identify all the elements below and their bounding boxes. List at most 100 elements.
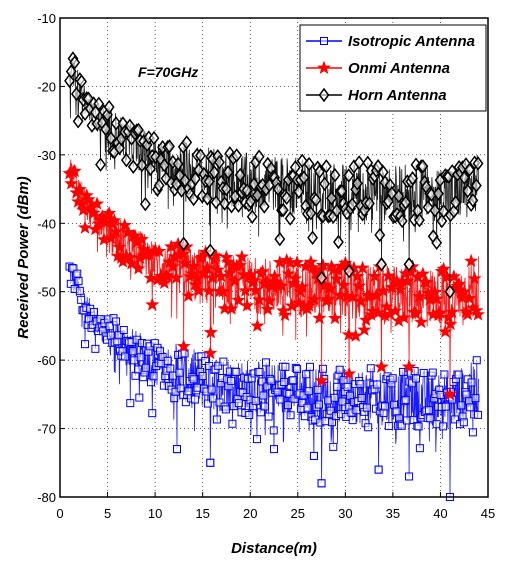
- data-point: [64, 176, 79, 190]
- data-point: [336, 183, 348, 199]
- data-point: [459, 418, 468, 427]
- dip-point: [176, 339, 191, 353]
- data-point: [357, 322, 372, 336]
- data-point: [255, 367, 264, 376]
- data-point: [356, 380, 365, 389]
- y-tick-label: -40: [37, 216, 56, 231]
- data-point: [303, 254, 318, 269]
- data-point: [227, 376, 236, 385]
- data-point: [175, 368, 184, 377]
- data-point: [78, 220, 93, 234]
- data-point: [112, 317, 121, 326]
- data-point: [400, 274, 415, 288]
- data-point: [120, 152, 132, 168]
- data-point: [471, 394, 480, 403]
- data-point: [293, 184, 305, 199]
- data-point: [348, 416, 357, 425]
- data-point: [392, 407, 401, 416]
- data-point: [315, 258, 330, 272]
- x-tick-label: 35: [386, 506, 400, 521]
- data-point: [329, 167, 341, 183]
- data-point: [362, 403, 371, 412]
- x-tick-label: 5: [104, 506, 111, 521]
- x-tick-label: 20: [243, 506, 257, 521]
- data-point: [189, 375, 198, 384]
- data-point: [157, 275, 172, 289]
- data-point: [414, 212, 425, 228]
- data-point: [402, 416, 411, 425]
- data-point: [281, 190, 293, 206]
- data-point: [352, 406, 361, 415]
- data-point: [329, 271, 344, 285]
- data-point: [172, 156, 184, 172]
- data-point: [445, 304, 460, 319]
- data-point: [90, 196, 105, 210]
- data-point: [163, 356, 172, 365]
- data-point: [135, 393, 144, 402]
- data-point: [75, 286, 84, 295]
- data-point: [295, 279, 310, 293]
- data-point: [110, 116, 122, 131]
- data-point: [170, 176, 182, 192]
- data-point: [245, 410, 254, 419]
- data-point: [414, 422, 423, 431]
- data-point: [471, 307, 486, 321]
- y-tick-label: -20: [37, 79, 56, 94]
- data-point: [103, 230, 118, 245]
- data-point: [141, 363, 150, 372]
- data-point: [70, 86, 82, 102]
- data-point: [166, 364, 175, 373]
- data-point: [124, 118, 136, 134]
- data-point: [467, 378, 476, 387]
- data-point: [396, 213, 408, 229]
- data-point: [241, 183, 253, 198]
- data-point: [281, 362, 290, 371]
- data-point: [181, 288, 196, 302]
- data-point: [203, 174, 215, 189]
- data-point: [188, 191, 200, 207]
- data-point: [112, 239, 127, 254]
- data-point: [379, 299, 394, 313]
- data-point: [427, 284, 442, 299]
- data-point: [364, 423, 373, 432]
- series-line: [69, 266, 479, 498]
- data-point: [432, 186, 444, 201]
- data-point: [272, 181, 284, 197]
- data-point: [338, 397, 347, 406]
- data-point: [260, 402, 269, 411]
- data-point: [152, 243, 167, 258]
- data-point: [289, 376, 298, 385]
- data-point: [267, 269, 282, 283]
- data-point: [232, 367, 241, 376]
- legend-marker: [318, 87, 330, 103]
- data-point: [441, 402, 450, 411]
- data-point: [299, 391, 308, 400]
- data-point: [367, 268, 382, 283]
- data-point: [276, 395, 285, 404]
- series-square: [65, 262, 483, 501]
- data-point: [253, 149, 265, 164]
- legend-label: Horn Antenna: [348, 87, 447, 104]
- data-point: [314, 164, 325, 179]
- dip-point: [314, 373, 329, 387]
- data-point: [76, 74, 88, 89]
- data-point: [91, 344, 100, 353]
- data-point: [333, 287, 348, 302]
- data-point: [74, 277, 83, 286]
- data-point: [393, 282, 408, 296]
- data-point: [454, 370, 463, 379]
- data-point: [345, 289, 360, 303]
- data-point: [429, 203, 441, 218]
- data-point: [134, 365, 143, 374]
- data-point: [277, 307, 292, 322]
- data-point: [338, 255, 353, 270]
- data-point: [86, 205, 101, 220]
- data-point: [284, 211, 296, 226]
- data-point: [246, 273, 261, 287]
- dip-point: [342, 366, 357, 380]
- data-point: [124, 256, 139, 270]
- data-point: [324, 396, 333, 405]
- dip-point: [442, 387, 457, 401]
- data-point: [246, 209, 258, 224]
